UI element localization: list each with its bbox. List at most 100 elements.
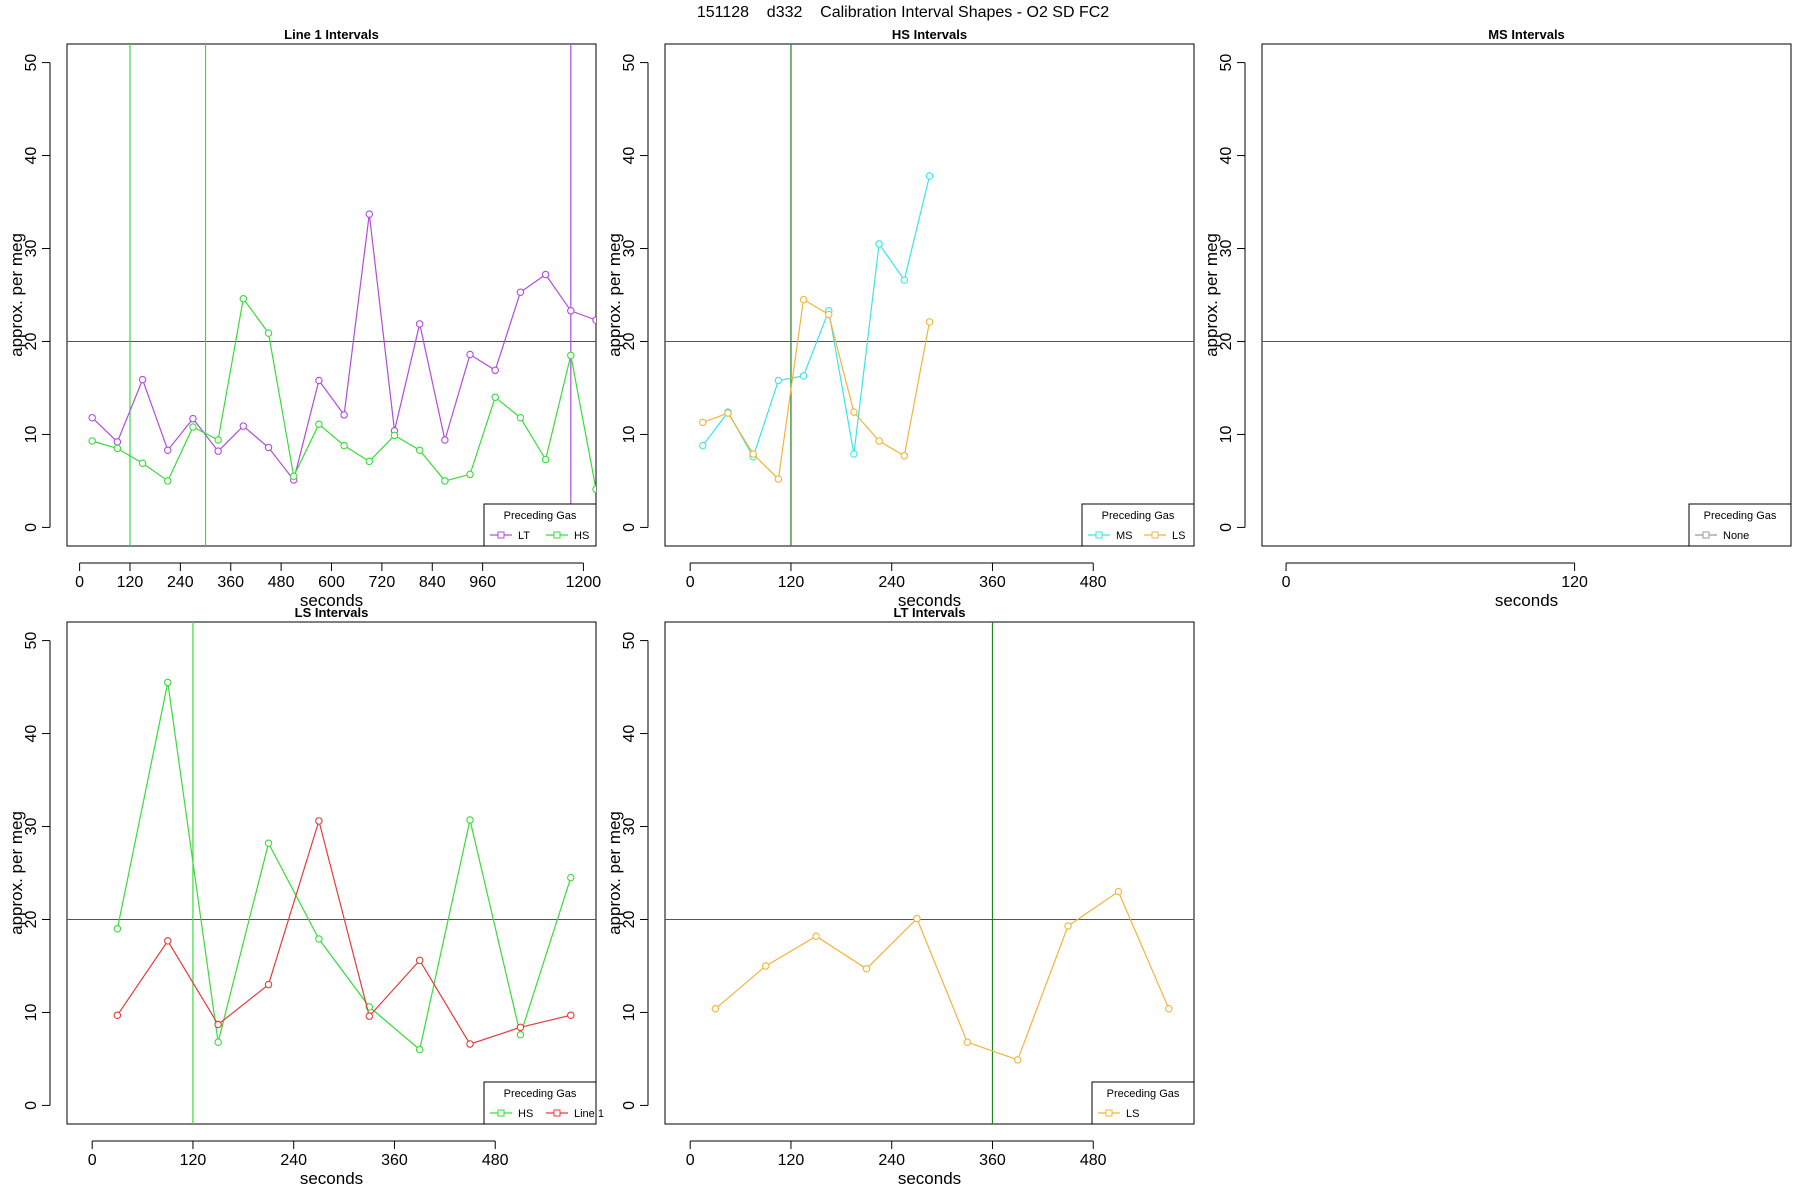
x-tick-label: 120 — [1561, 574, 1588, 591]
data-point — [164, 477, 172, 485]
chart-title: HS Intervals — [892, 27, 967, 42]
x-axis-label: seconds — [300, 591, 363, 610]
data-point — [441, 436, 449, 444]
y-tick-label: 40 — [1218, 147, 1235, 165]
data-point — [164, 446, 172, 454]
data-point — [214, 447, 222, 455]
x-tick-label: 360 — [381, 1152, 408, 1169]
data-point — [164, 937, 172, 945]
series-line-ls — [715, 890, 1170, 1061]
y-axis-label: approx. per meg — [605, 233, 624, 357]
data-point — [189, 414, 197, 423]
data-point — [900, 276, 909, 284]
x-tick-label: 0 — [75, 574, 84, 591]
data-point — [289, 472, 298, 481]
x-tick-label: 240 — [878, 1152, 905, 1169]
x-axis-label: seconds — [898, 1169, 961, 1188]
y-axis-label: approx. per meg — [1202, 233, 1221, 357]
y-tick-label: 10 — [23, 1003, 40, 1021]
x-tick-label: 0 — [1282, 574, 1291, 591]
plot-area — [665, 44, 1194, 546]
x-tick-label: 0 — [686, 1152, 695, 1169]
data-point — [913, 914, 921, 923]
data-point — [315, 935, 323, 943]
y-tick-label: 50 — [1218, 54, 1235, 72]
data-point — [900, 452, 909, 460]
y-tick-label: 40 — [23, 725, 40, 743]
data-point — [239, 294, 248, 303]
chart-title: Line 1 Intervals — [284, 27, 379, 42]
y-tick-label: 0 — [23, 523, 40, 532]
data-point — [711, 1004, 720, 1013]
plot-frame — [1261, 43, 1792, 547]
data-point — [824, 310, 833, 319]
data-point — [340, 411, 348, 419]
legend-box — [483, 503, 597, 547]
x-tick-label: 480 — [482, 1152, 509, 1169]
data-point — [1114, 887, 1123, 896]
y-tick-label: 50 — [621, 54, 638, 72]
plot-area — [665, 622, 1194, 1124]
x-tick-label: 120 — [117, 574, 144, 591]
data-point — [925, 318, 934, 326]
data-point — [88, 437, 96, 445]
data-point — [491, 393, 499, 402]
plot-frame — [66, 621, 597, 1125]
data-point — [113, 925, 122, 933]
data-point — [264, 443, 273, 452]
legend-box — [1688, 503, 1792, 547]
legend-marker — [1151, 531, 1159, 539]
plot-area — [67, 44, 596, 546]
x-tick-label: 120 — [778, 574, 805, 591]
data-point — [390, 431, 399, 440]
data-point — [415, 446, 424, 454]
data-point — [415, 1045, 424, 1054]
chart-panel-2: HS Intervals 0 10 20 30 40 50 approx. per meg 0 1… — [605, 27, 1195, 610]
x-tick-label: 480 — [1080, 1152, 1107, 1169]
chart-panel-1: Line 1 Intervals 0 10 20 30 40 50 approx. per m… — [7, 27, 601, 610]
chart-panel-3: MS Intervals 0 10 20 30 40 50 approx. per meg 0 1… — [1202, 27, 1792, 610]
plot-frame — [664, 621, 1195, 1125]
x-tick-label: 240 — [280, 1152, 307, 1169]
data-point — [567, 1011, 575, 1019]
y-tick-label: 50 — [23, 54, 40, 72]
data-point — [466, 816, 474, 824]
chart-panel-5: LT Intervals 0 10 20 30 40 50 approx. per meg 0 1… — [605, 605, 1195, 1188]
chart-title: LT Intervals — [893, 605, 965, 620]
legend-label: Line 1 — [574, 1108, 604, 1120]
x-tick-label: 480 — [1080, 574, 1107, 591]
data-point — [466, 470, 474, 479]
y-tick-label: 0 — [23, 1101, 40, 1110]
x-tick-label: 360 — [217, 574, 244, 591]
data-point — [774, 475, 783, 483]
data-point — [774, 376, 783, 385]
y-tick-label: 50 — [621, 632, 638, 650]
y-tick-label: 40 — [621, 725, 638, 743]
x-tick-label: 120 — [778, 1152, 805, 1169]
data-point — [724, 409, 732, 417]
data-point — [699, 441, 707, 450]
data-point — [189, 423, 197, 431]
data-point — [365, 1012, 374, 1020]
data-point — [592, 316, 596, 324]
data-point — [762, 962, 770, 970]
x-axis-label: seconds — [1495, 591, 1558, 610]
legend-marker — [1095, 531, 1103, 539]
legend-marker — [497, 531, 505, 539]
data-point — [88, 413, 96, 422]
legend-marker — [1105, 1109, 1113, 1117]
data-point — [516, 288, 525, 296]
data-point — [491, 366, 499, 375]
data-point — [264, 329, 273, 337]
legend-label: LS — [1126, 1108, 1139, 1120]
legend-label: HS — [574, 530, 589, 542]
y-tick-label: 30 — [621, 818, 638, 836]
y-axis-label: approx. per meg — [7, 233, 26, 357]
legend-label: None — [1723, 530, 1749, 542]
legend: Preceding Gas LT HS — [483, 503, 597, 547]
data-point — [749, 450, 757, 458]
x-tick-label: 0 — [686, 574, 695, 591]
data-point — [315, 420, 323, 428]
legend: Preceding Gas HS Line 1 — [483, 1081, 604, 1125]
